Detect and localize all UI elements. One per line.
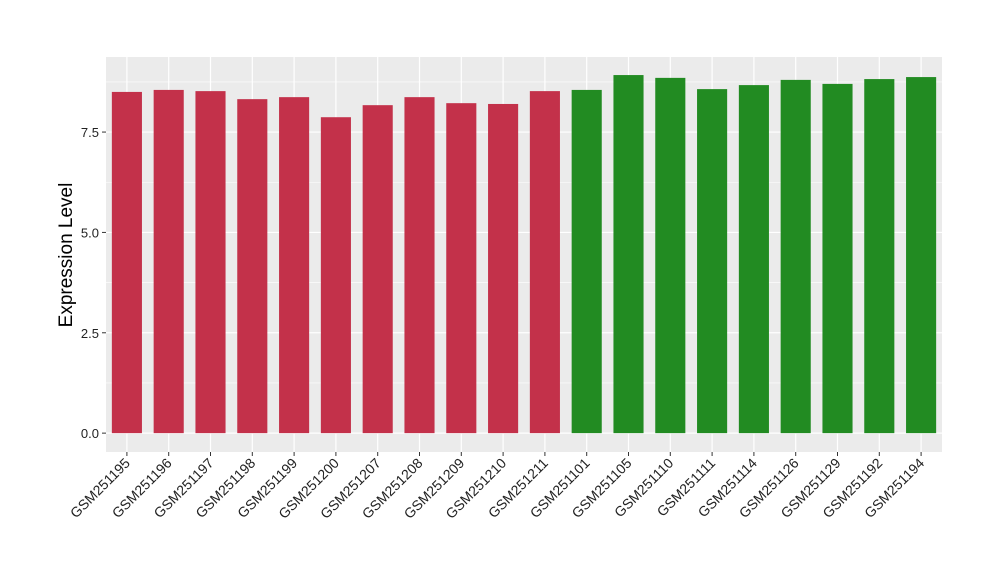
bar-GSM251111 (697, 89, 728, 434)
bar-GSM251196 (153, 89, 184, 434)
bar-GSM251195 (111, 91, 142, 434)
y-tick-label: 5.0 (81, 225, 99, 240)
bar-GSM251207 (362, 105, 393, 434)
bar-GSM251210 (488, 103, 519, 434)
bar-GSM251129 (822, 83, 853, 434)
bar-GSM251114 (738, 85, 769, 434)
y-tick-label: 0.0 (81, 426, 99, 441)
bar-GSM251198 (237, 99, 268, 434)
bar-GSM251192 (864, 79, 895, 434)
bar-GSM251126 (780, 79, 811, 434)
plot-panel (106, 57, 942, 452)
bar-GSM251197 (195, 91, 226, 434)
bar-GSM251200 (320, 117, 351, 434)
y-axis-label: Expression Level (56, 183, 77, 328)
bar-GSM251105 (613, 75, 644, 434)
y-tick-label: 2.5 (81, 326, 99, 341)
bar-GSM251194 (906, 77, 937, 434)
bar-GSM251101 (571, 89, 602, 434)
y-tick-label: 7.5 (81, 125, 99, 140)
bar-GSM251199 (279, 97, 310, 434)
bar-GSM251211 (529, 91, 560, 434)
bar-GSM251209 (446, 103, 477, 434)
bar-GSM251208 (404, 97, 435, 434)
bar-GSM251110 (655, 77, 686, 434)
